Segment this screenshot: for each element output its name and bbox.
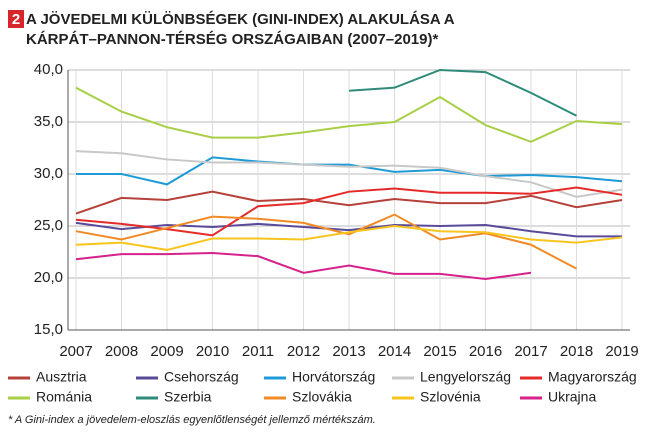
x-tick-label: 2019 [605,343,638,360]
x-tick-label: 2016 [469,343,502,360]
legend-label: Lengyelország [420,369,511,385]
legend-label: Szlovénia [420,389,481,405]
x-tick-label: 2013 [332,343,365,360]
badge: 2 [12,11,20,28]
series-line [75,213,577,270]
x-tick-label: 2015 [423,343,456,360]
y-tick-label: 30,0 [34,165,63,182]
y-tick-label: 35,0 [34,113,63,130]
y-tick-label: 25,0 [34,217,63,234]
badge-box [8,10,24,28]
series-line [75,252,532,281]
legend-label: Szerbia [164,389,212,405]
series-line [75,186,623,237]
y-tick-label: 40,0 [34,61,63,78]
legend-label: Horvátország [292,369,375,385]
x-tick-label: 2017 [514,343,547,360]
chart-title: KÁRPÁT–PANNON-TÉRSÉG ORSZÁGAIBAN (2007–2… [26,31,438,48]
legend-label: Magyarország [548,369,637,385]
legend-label: Szlovákia [292,389,352,405]
footnote: * A Gini-index a jövedelem-eloszlás egye… [8,414,376,426]
x-tick-label: 2010 [196,343,229,360]
x-tick-label: 2008 [105,343,138,360]
y-tick-label: 20,0 [34,269,63,286]
legend-label: Románia [36,389,92,405]
x-tick-label: 2007 [59,343,92,360]
series-line [75,86,623,143]
chart-title: A JÖVEDELMI KÜLÖNBSÉGEK (GINI-INDEX) ALA… [26,11,455,28]
series-line [75,190,623,215]
x-tick-label: 2018 [560,343,593,360]
legend-label: Ausztria [36,369,87,385]
series-line [75,224,623,251]
legend-label: Ukrajna [548,389,596,405]
x-tick-label: 2014 [378,343,411,360]
series-line [76,156,623,186]
x-tick-label: 2011 [242,343,274,360]
series-line [75,221,622,238]
legend-label: Csehország [164,369,239,385]
y-tick-label: 15,0 [34,321,63,338]
x-tick-label: 2009 [150,343,183,360]
series-line [348,68,577,117]
x-tick-label: 2012 [287,343,320,360]
series-line [75,150,623,198]
